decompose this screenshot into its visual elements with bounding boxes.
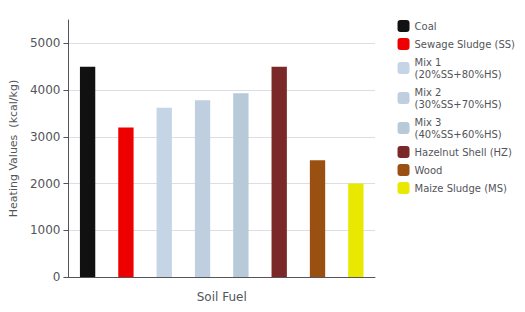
svg-text:Mix 1: Mix 1 [415,57,442,68]
svg-text:Coal: Coal [415,21,437,32]
svg-text:0: 0 [53,270,61,284]
svg-text:Hazelnut Shell (HZ): Hazelnut Shell (HZ) [415,147,512,158]
svg-text:Mix 3: Mix 3 [415,117,442,128]
svg-text:5000: 5000 [30,36,61,50]
svg-text:Wood: Wood [415,165,443,176]
svg-text:Maize Sludge (MS): Maize Sludge (MS) [415,183,507,194]
svg-text:Soil Fuel: Soil Fuel [197,290,247,304]
svg-text:1000: 1000 [30,223,61,237]
svg-text:Mix 2: Mix 2 [415,87,442,98]
svg-text:(20%SS+80%HS): (20%SS+80%HS) [415,69,502,80]
svg-text:(30%SS+70%HS): (30%SS+70%HS) [415,99,502,110]
svg-text:2000: 2000 [30,177,61,191]
svg-text:Sewage Sludge (SS): Sewage Sludge (SS) [415,39,516,50]
svg-text:(40%SS+60%HS): (40%SS+60%HS) [415,129,502,140]
svg-text:3000: 3000 [30,130,61,144]
svg-text:4000: 4000 [30,83,61,97]
svg-text:Heating Values (kcal/kg): Heating Values (kcal/kg) [7,80,20,217]
